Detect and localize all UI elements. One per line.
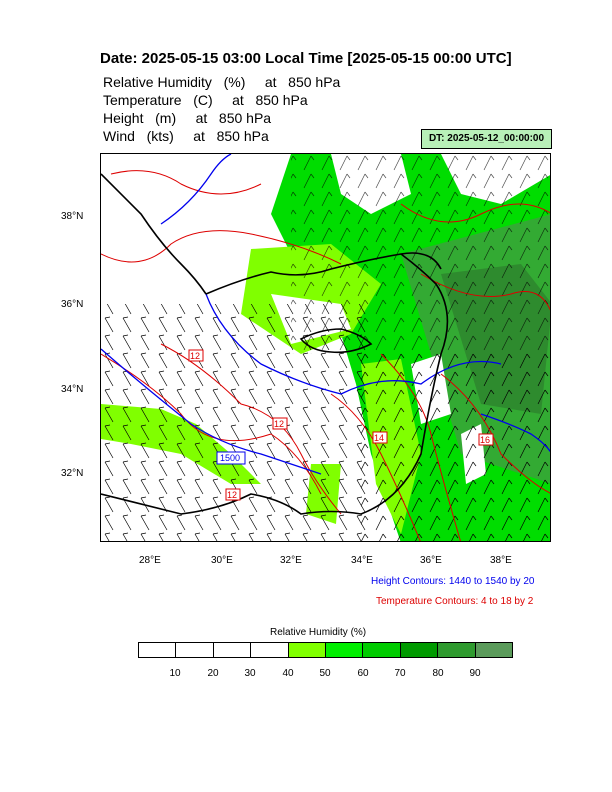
contour-label-temp-d: 14	[374, 433, 384, 443]
colorbar-label-30: 30	[244, 668, 256, 679]
field-relative-humidity: Relative Humidity (%) at 850 hPa	[103, 74, 341, 90]
colorbar-swatch-4	[288, 643, 327, 657]
height-contours	[101, 154, 550, 475]
colorbar-swatch-9	[475, 643, 513, 657]
contour-labels: 1500 12 12 12 14 16	[188, 349, 494, 501]
height-contours-note: Height Contours: 1440 to 1540 by 20	[371, 576, 535, 587]
map-canvas: 1500 12 12 12 14 16	[101, 154, 550, 541]
temperature-contours-note: Temperature Contours: 4 to 18 by 2	[376, 596, 534, 607]
colorbar-label-40: 40	[282, 668, 294, 679]
contour-label-temp-e: 16	[480, 435, 490, 445]
field-list: Relative Humidity (%) at 850 hPa Tempera…	[103, 73, 340, 145]
field-wind: Wind (kts) at 850 hPa	[103, 128, 269, 144]
temp-contours	[101, 170, 550, 541]
lon-label-28e: 28°E	[139, 555, 161, 566]
colorbar-label-70: 70	[394, 668, 406, 679]
field-height: Height (m) at 850 hPa	[103, 110, 272, 126]
colorbar-swatch-5	[326, 643, 364, 657]
map-title: Date: 2025-05-15 03:00 Local Time [2025-…	[100, 50, 512, 67]
colorbar-title: Relative Humidity (%)	[270, 627, 367, 638]
contour-label-1500: 1500	[220, 453, 240, 463]
field-temperature: Temperature (C) at 850 hPa	[103, 92, 308, 108]
colorbar-swatch-8	[438, 643, 476, 657]
colorbar-label-90: 90	[469, 668, 481, 679]
colorbar-label-10: 10	[169, 668, 181, 679]
lat-label-34n: 34°N	[61, 384, 84, 395]
coastlines	[101, 173, 449, 515]
colorbar-swatch-1	[176, 643, 214, 657]
colorbar-swatch-3	[251, 643, 289, 657]
lon-label-38e: 38°E	[490, 555, 512, 566]
lat-label-36n: 36°N	[61, 299, 84, 310]
colorbar-swatch-0	[139, 643, 177, 657]
colorbar-label-60: 60	[357, 668, 369, 679]
lat-label-32n: 32°N	[61, 468, 84, 479]
colorbar	[138, 642, 513, 658]
lon-label-34e: 34°E	[351, 555, 373, 566]
contour-label-temp-c: 12	[227, 490, 237, 500]
colorbar-swatch-6	[363, 643, 401, 657]
colorbar-swatch-2	[213, 643, 252, 657]
dt-badge: DT: 2025-05-12_00:00:00	[421, 129, 552, 149]
lon-label-36e: 36°E	[420, 555, 442, 566]
colorbar-swatch-7	[400, 643, 439, 657]
colorbar-label-20: 20	[207, 668, 219, 679]
colorbar-label-50: 50	[319, 668, 331, 679]
wind-barbs-se	[361, 354, 550, 541]
lon-label-30e: 30°E	[211, 555, 233, 566]
contour-label-temp-b: 12	[274, 419, 284, 429]
colorbar-label-80: 80	[432, 668, 444, 679]
lon-label-32e: 32°E	[280, 555, 302, 566]
contour-label-temp-a: 12	[190, 351, 200, 361]
lat-label-38n: 38°N	[61, 211, 84, 222]
map-panel: 1500 12 12 12 14 16	[100, 153, 551, 542]
